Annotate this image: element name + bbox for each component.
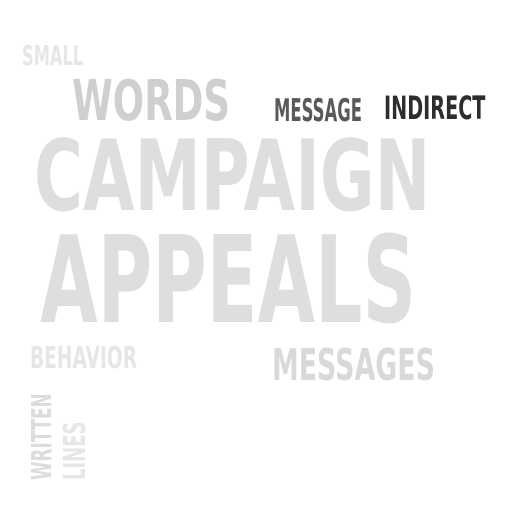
word-appeals: APPEALS	[40, 212, 417, 351]
word-message: MESSAGE	[274, 93, 362, 129]
word-behavior: BEHAVIOR	[30, 341, 138, 376]
word-lines: LINES	[58, 421, 93, 481]
word-written: WRITTEN	[25, 393, 58, 480]
word-words: WORDS	[72, 69, 230, 134]
word-indirect: INDIRECT	[384, 89, 486, 127]
word-small: SMALL	[22, 39, 84, 72]
word-messages: MESSAGES	[272, 340, 435, 391]
word-campaign: CAMPAIGN	[34, 120, 431, 234]
